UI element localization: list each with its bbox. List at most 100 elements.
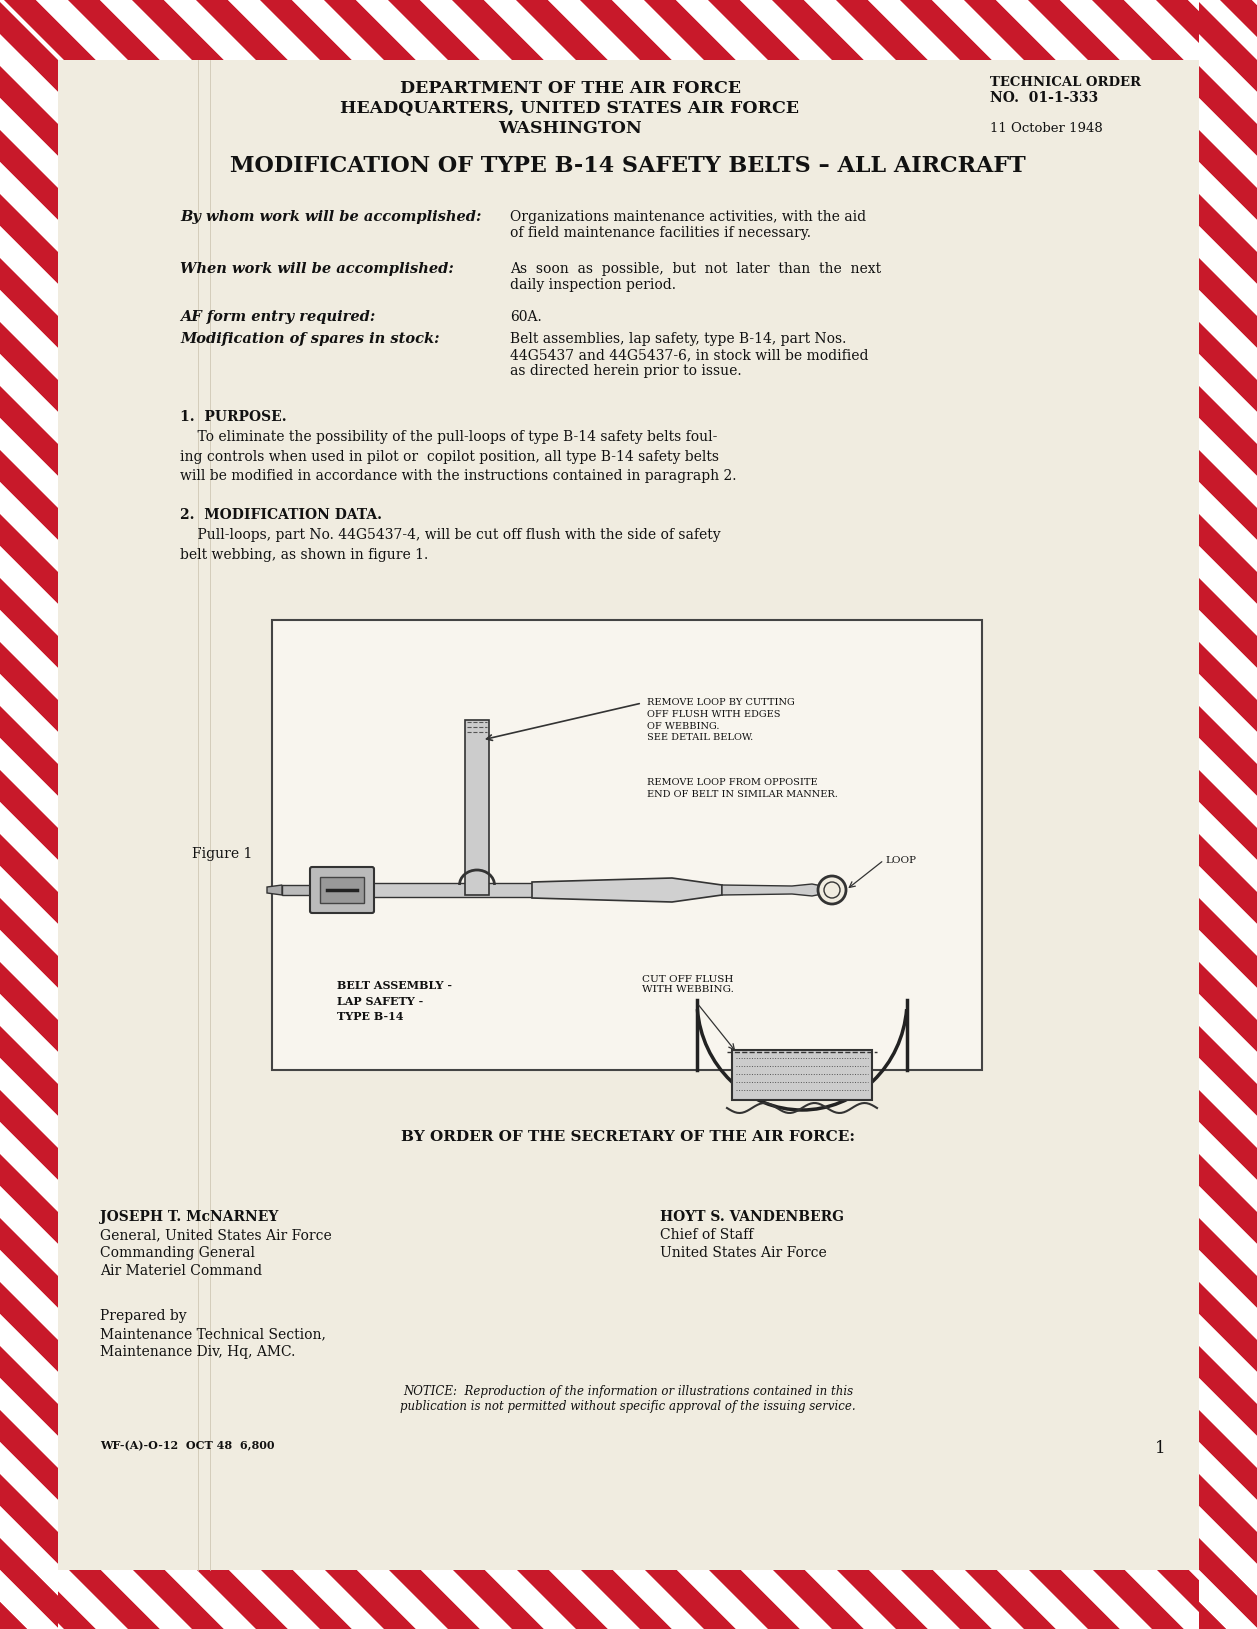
Polygon shape (0, 1601, 58, 1629)
Polygon shape (1199, 98, 1257, 187)
Polygon shape (196, 0, 288, 60)
Polygon shape (36, 0, 128, 60)
Polygon shape (1199, 161, 1257, 252)
Polygon shape (0, 1090, 58, 1179)
Polygon shape (1199, 834, 1257, 924)
Polygon shape (1199, 290, 1257, 380)
Polygon shape (0, 1218, 58, 1308)
Polygon shape (0, 290, 58, 380)
Polygon shape (0, 386, 58, 476)
Polygon shape (0, 771, 58, 860)
Polygon shape (1092, 0, 1184, 60)
Polygon shape (0, 450, 58, 539)
Polygon shape (773, 1570, 864, 1629)
Polygon shape (645, 1570, 737, 1629)
Text: Maintenance Technical Section,: Maintenance Technical Section, (101, 1328, 326, 1341)
Polygon shape (453, 1570, 544, 1629)
Polygon shape (1199, 1538, 1257, 1627)
Polygon shape (1199, 771, 1257, 860)
Polygon shape (0, 482, 58, 572)
Polygon shape (1199, 738, 1257, 828)
Polygon shape (532, 878, 722, 902)
Text: REMOVE LOOP FROM OPPOSITE
END OF BELT IN SIMILAR MANNER.: REMOVE LOOP FROM OPPOSITE END OF BELT IN… (647, 779, 838, 798)
Polygon shape (579, 0, 672, 60)
Text: WASHINGTON: WASHINGTON (498, 121, 642, 137)
Polygon shape (1199, 515, 1257, 604)
Polygon shape (0, 226, 58, 316)
Polygon shape (1199, 1570, 1257, 1629)
Text: Chief of Staff: Chief of Staff (660, 1228, 753, 1241)
Polygon shape (165, 1570, 256, 1629)
Polygon shape (709, 1570, 799, 1629)
Polygon shape (836, 0, 928, 60)
Polygon shape (996, 0, 1089, 60)
Polygon shape (1199, 546, 1257, 635)
Polygon shape (36, 1570, 128, 1629)
Polygon shape (421, 1570, 512, 1629)
Bar (352, 883, 683, 898)
Text: BY ORDER OF THE SECRETARY OF THE AIR FORCE:: BY ORDER OF THE SECRETARY OF THE AIR FOR… (401, 1131, 855, 1144)
Polygon shape (613, 1570, 704, 1629)
Polygon shape (0, 2, 58, 91)
Polygon shape (1156, 0, 1248, 60)
Polygon shape (0, 1346, 58, 1437)
Polygon shape (517, 1570, 608, 1629)
Text: As  soon  as  possible,  but  not  later  than  the  next
daily inspection perio: As soon as possible, but not later than … (510, 262, 881, 292)
Polygon shape (261, 1570, 352, 1629)
Polygon shape (644, 0, 737, 60)
Polygon shape (0, 963, 58, 1052)
Polygon shape (0, 34, 58, 124)
Polygon shape (1199, 867, 1257, 956)
Polygon shape (1199, 386, 1257, 476)
Polygon shape (722, 885, 822, 896)
Polygon shape (740, 0, 832, 60)
Text: WF-(A)-O-12  OCT 48  6,800: WF-(A)-O-12 OCT 48 6,800 (101, 1440, 274, 1451)
Polygon shape (612, 0, 704, 60)
Text: MODIFICATION OF TYPE B-14 SAFETY BELTS – ALL AIRCRAFT: MODIFICATION OF TYPE B-14 SAFETY BELTS –… (230, 155, 1026, 178)
Polygon shape (0, 1442, 58, 1531)
Polygon shape (869, 0, 960, 60)
Text: Belt assemblies, lap safety, type B-14, part Nos.
44G5437 and 44G5437-6, in stoc: Belt assemblies, lap safety, type B-14, … (510, 332, 869, 378)
Polygon shape (0, 1570, 64, 1629)
Polygon shape (292, 0, 383, 60)
Polygon shape (1199, 353, 1257, 445)
Polygon shape (0, 67, 58, 156)
Bar (272, 621, 982, 1070)
Polygon shape (1199, 1505, 1257, 1596)
Text: United States Air Force: United States Air Force (660, 1246, 827, 1259)
Text: 1: 1 (1155, 1440, 1165, 1456)
Text: 2.  MODIFICATION DATA.: 2. MODIFICATION DATA. (180, 508, 382, 521)
Polygon shape (1199, 930, 1257, 1020)
Polygon shape (708, 0, 799, 60)
Text: BELT ASSEMBLY -
LAP SAFETY -
TYPE B-14: BELT ASSEMBLY - LAP SAFETY - TYPE B-14 (337, 981, 453, 1021)
Polygon shape (549, 1570, 640, 1629)
Polygon shape (1199, 898, 1257, 989)
Polygon shape (678, 1570, 768, 1629)
Polygon shape (356, 0, 447, 60)
Polygon shape (1124, 0, 1216, 60)
Text: JOSEPH T. McNARNEY: JOSEPH T. McNARNEY (101, 1210, 278, 1223)
Polygon shape (69, 1570, 160, 1629)
Polygon shape (1199, 674, 1257, 764)
Polygon shape (1029, 1570, 1120, 1629)
Polygon shape (0, 1378, 58, 1468)
Text: Pull-loops, part No. 44G5437-4, will be cut off flush with the side of safety
be: Pull-loops, part No. 44G5437-4, will be … (180, 528, 720, 562)
Polygon shape (1199, 705, 1257, 797)
Polygon shape (1199, 67, 1257, 156)
Text: CUT OFF FLUSH
WITH WEBBING.: CUT OFF FLUSH WITH WEBBING. (642, 976, 734, 994)
Text: Organizations maintenance activities, with the aid
of field maintenance faciliti: Organizations maintenance activities, wi… (510, 210, 866, 239)
Polygon shape (1125, 1570, 1216, 1629)
Text: 60A.: 60A. (510, 310, 542, 324)
Text: HEADQUARTERS, UNITED STATES AIR FORCE: HEADQUARTERS, UNITED STATES AIR FORCE (341, 99, 799, 117)
Text: DEPARTMENT OF THE AIR FORCE: DEPARTMENT OF THE AIR FORCE (400, 80, 740, 98)
Polygon shape (1199, 1474, 1257, 1564)
Polygon shape (0, 1474, 58, 1564)
Polygon shape (0, 419, 58, 508)
Polygon shape (1199, 1218, 1257, 1308)
Polygon shape (197, 1570, 288, 1629)
Polygon shape (1199, 450, 1257, 539)
Polygon shape (0, 1570, 31, 1629)
Bar (321, 876, 365, 902)
Polygon shape (0, 546, 58, 635)
Polygon shape (1199, 1411, 1257, 1500)
